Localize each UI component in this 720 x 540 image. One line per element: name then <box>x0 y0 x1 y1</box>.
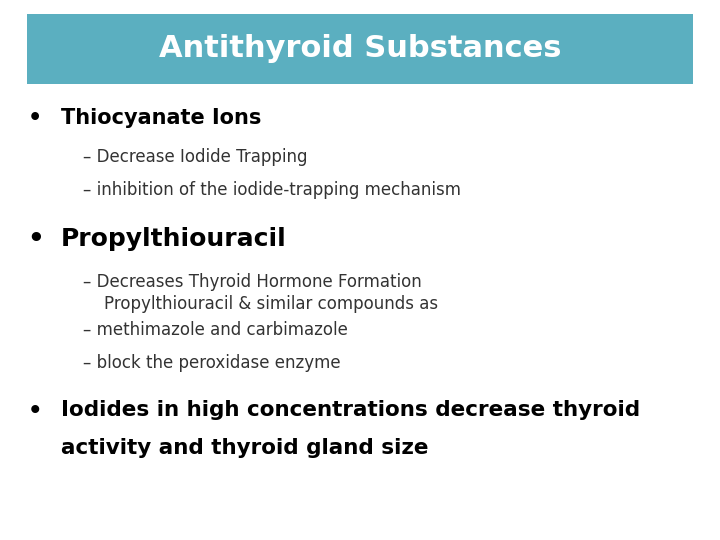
Text: – Decreases Thyroid Hormone Formation
    Propylthiouracil & similar compounds a: – Decreases Thyroid Hormone Formation Pr… <box>83 273 438 313</box>
Text: •: • <box>27 227 44 253</box>
Text: •: • <box>27 108 42 128</box>
FancyBboxPatch shape <box>27 14 693 84</box>
Text: Iodides in high concentrations decrease thyroid: Iodides in high concentrations decrease … <box>61 400 640 420</box>
Text: – methimazole and carbimazole: – methimazole and carbimazole <box>83 321 348 339</box>
Text: – Decrease Iodide Trapping: – Decrease Iodide Trapping <box>83 148 307 166</box>
Text: – inhibition of the iodide-trapping mechanism: – inhibition of the iodide-trapping mech… <box>83 181 461 199</box>
Text: activity and thyroid gland size: activity and thyroid gland size <box>61 438 428 458</box>
Text: Thiocyanate Ions: Thiocyanate Ions <box>61 108 261 128</box>
Text: Antithyroid Substances: Antithyroid Substances <box>158 34 562 63</box>
Text: Propylthiouracil: Propylthiouracil <box>61 227 287 251</box>
Text: – block the peroxidase enzyme: – block the peroxidase enzyme <box>83 354 341 372</box>
Text: •: • <box>27 400 42 423</box>
